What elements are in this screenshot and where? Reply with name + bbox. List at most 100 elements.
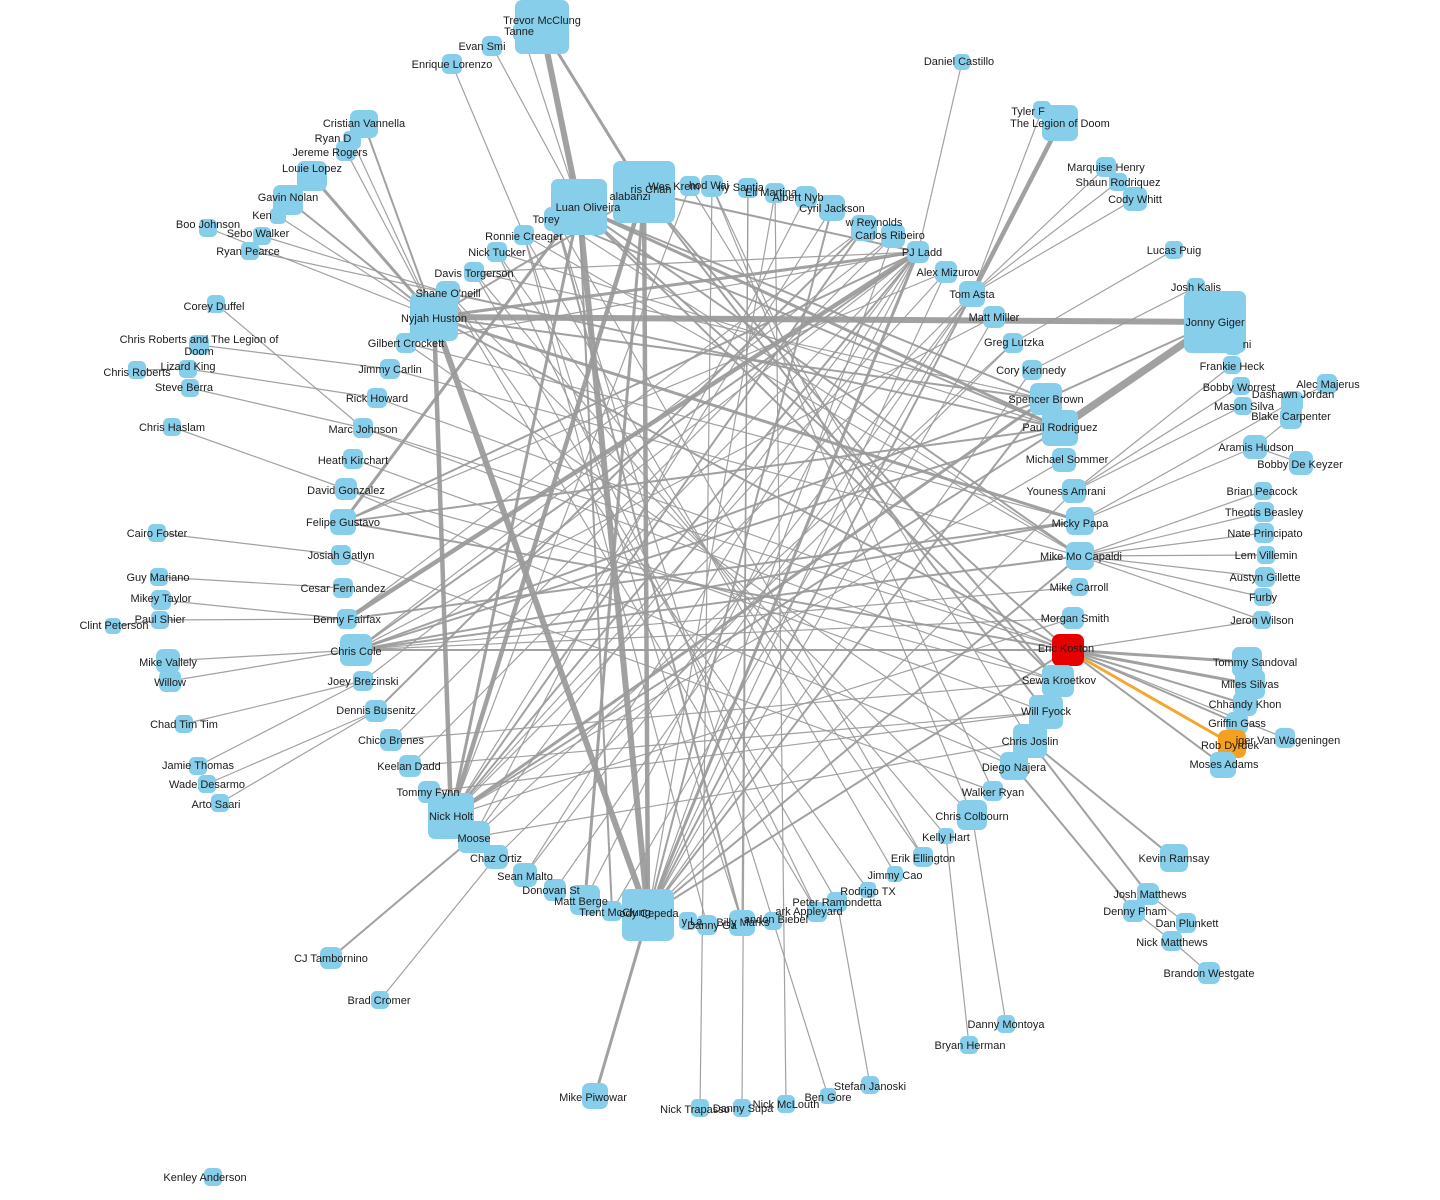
node-pjladd[interactable] [907,241,929,263]
node-chadtim[interactable] [175,715,193,733]
node-brianpeacock[interactable] [1254,482,1272,500]
node-yla[interactable] [679,912,697,930]
node-chrisroberts[interactable] [128,361,146,379]
node-davisT[interactable] [464,262,484,282]
node-bryanherman[interactable] [960,1036,978,1054]
node-ishod[interactable] [701,175,723,197]
node-enrique[interactable] [442,54,462,74]
node-sebo[interactable] [253,227,271,245]
node-shaun[interactable] [1109,173,1127,191]
node-bobbydekeyzer[interactable] [1289,451,1313,475]
node-albertnyb[interactable] [795,186,817,208]
node-chrishaslam[interactable] [163,418,181,436]
node-diegonajera[interactable] [1000,752,1028,780]
node-clint[interactable] [105,618,121,634]
node-chico[interactable] [380,729,402,751]
node-kenley[interactable] [204,1168,222,1186]
node-arto[interactable] [211,794,229,812]
node-corykennedy[interactable] [1022,360,1042,380]
node-nickmatthews[interactable] [1162,931,1182,951]
node-furby[interactable] [1254,588,1272,606]
node-gavin[interactable] [273,185,303,215]
node-peterram[interactable] [827,892,847,912]
node-jonnygiger[interactable] [1184,291,1246,353]
node-paulrod[interactable] [1042,410,1078,446]
node-biebel[interactable] [764,912,782,930]
node-dennypham[interactable] [1123,900,1145,922]
node-stefan[interactable] [861,1076,879,1094]
node-chriscolbourn[interactable] [957,800,987,830]
node-cristian[interactable] [350,110,378,138]
node-davidg[interactable] [335,478,357,500]
node-nate[interactable] [1254,523,1274,543]
node-chriscole[interactable] [340,634,372,666]
node-masonsilva[interactable] [1234,397,1252,415]
node-cyril[interactable] [819,195,845,221]
node-carlos[interactable] [881,224,905,248]
node-vallely[interactable] [156,649,180,673]
node-dyrdek[interactable] [1218,730,1246,758]
node-felipe[interactable] [330,509,356,535]
node-mickypapa[interactable] [1066,507,1094,535]
node-erik[interactable] [913,847,933,867]
node-bradcromer[interactable] [371,991,389,1009]
node-legion[interactable] [1042,105,1078,141]
node-aramis[interactable] [1243,435,1267,459]
node-bengore[interactable] [820,1088,836,1104]
node-nyjah[interactable] [410,293,458,341]
node-piwowar[interactable] [582,1083,608,1109]
node-spencer[interactable] [1030,383,1062,415]
node-lem[interactable] [1257,546,1275,564]
node-cj[interactable] [320,947,342,969]
node-coreyduffel[interactable] [207,295,225,313]
node-louie[interactable] [297,161,327,191]
node-joshmatthews[interactable] [1137,883,1159,905]
node-marcjohnson[interactable] [353,418,373,438]
node-mikecarroll[interactable] [1070,578,1088,596]
node-donovan[interactable] [544,879,566,901]
node-supa[interactable] [733,1099,751,1117]
node-billymarks[interactable] [729,910,755,936]
node-trevor[interactable] [515,0,569,54]
node-michaelsommer[interactable] [1052,448,1076,472]
node-willfyock[interactable] [1029,695,1063,729]
node-mattberge[interactable] [570,885,600,915]
node-lizard[interactable] [179,360,197,378]
node-wade[interactable] [198,775,216,793]
node-theotis[interactable] [1254,502,1274,522]
node-lucaspuig[interactable] [1165,241,1183,259]
node-rickhoward[interactable] [367,388,387,408]
node-mikemo[interactable] [1066,542,1094,570]
node-blake[interactable] [1280,407,1302,429]
node-chaz[interactable] [484,845,508,869]
node-cepeda[interactable] [622,889,674,941]
node-jeron[interactable] [1253,611,1271,629]
node-tomasta[interactable] [959,281,985,307]
node-appleyard[interactable] [807,902,827,922]
node-walkerryan[interactable] [983,781,1003,801]
node-griffin[interactable] [1226,712,1248,734]
node-martina[interactable] [765,183,785,203]
node-evansmi[interactable] [482,36,502,56]
node-cairo[interactable] [148,524,166,542]
node-salabanzi[interactable] [613,161,675,223]
node-danplunkett[interactable] [1176,913,1196,933]
node-trapasso[interactable] [691,1099,709,1117]
node-milessilvas[interactable] [1235,669,1265,699]
node-dennisb[interactable] [365,700,387,722]
node-reynolds[interactable] [851,215,877,241]
node-steveberra[interactable] [181,379,199,397]
node-danielcastillo[interactable] [954,54,970,70]
node-seanmalto[interactable] [513,863,537,887]
node-nicktucker[interactable] [487,242,507,262]
node-mclouth[interactable] [777,1095,795,1113]
node-sewa[interactable] [1042,665,1074,697]
node-dannyga[interactable] [697,915,717,935]
node-paulshier[interactable] [151,611,169,629]
node-guymariano[interactable] [150,568,168,586]
node-trentmc[interactable] [602,901,622,921]
node-marquise[interactable] [1096,157,1116,177]
node-chrisjoslin[interactable] [1013,724,1047,758]
node-tommyfynn[interactable] [418,781,440,803]
node-jimmycao[interactable] [887,866,903,882]
